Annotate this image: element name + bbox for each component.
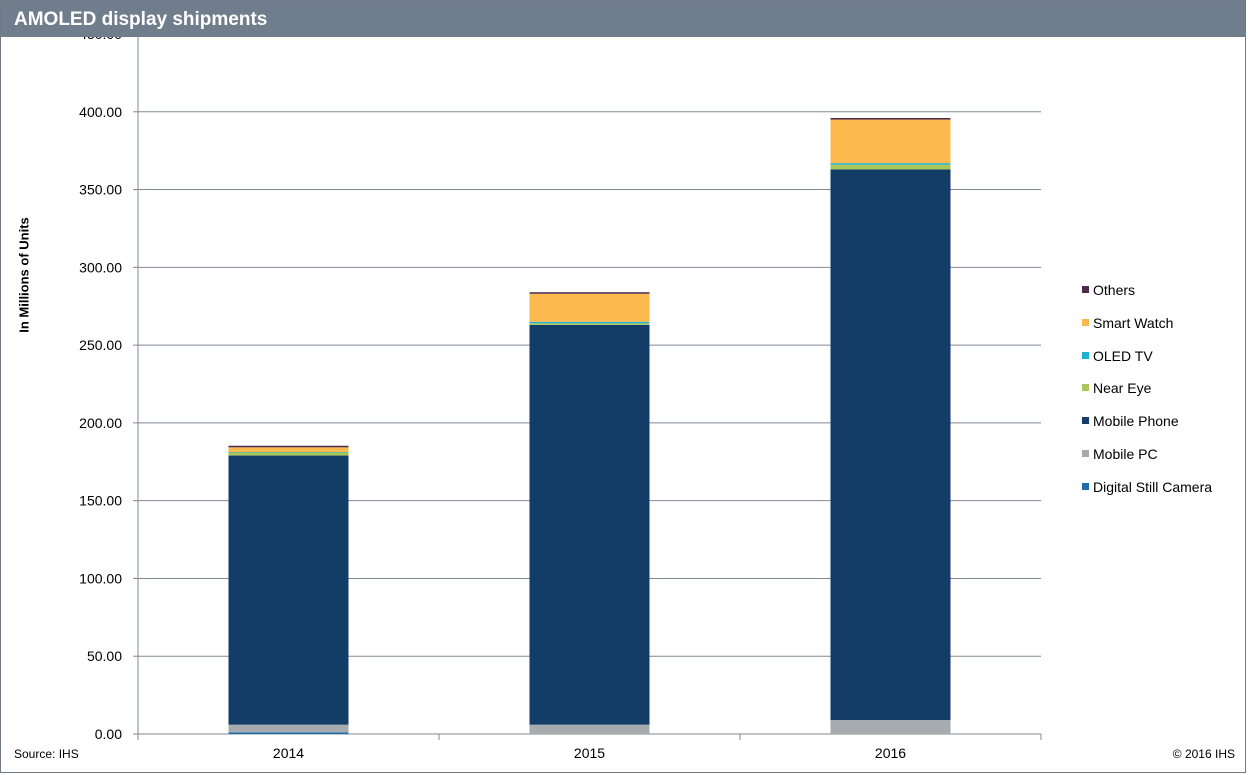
legend-swatch xyxy=(1082,286,1089,293)
legend: Others Smart Watch OLED TV Near Eye Mobile P… xyxy=(1082,282,1242,512)
legend-item: Near Eye xyxy=(1082,380,1242,413)
y-tick-label: 350.00 xyxy=(79,182,122,198)
legend-item: Smart Watch xyxy=(1082,315,1242,348)
legend-swatch xyxy=(1082,482,1089,490)
legend-swatch xyxy=(1082,384,1089,392)
title-bar: AMOLED display shipments xyxy=(1,1,1245,37)
bar-segment xyxy=(529,293,650,322)
bar-segment xyxy=(529,321,650,324)
bar-segment xyxy=(529,324,650,725)
bar-segment xyxy=(228,455,349,725)
bar-segment xyxy=(830,169,951,721)
legend-label: Mobile PC xyxy=(1093,445,1158,462)
bar-segment xyxy=(228,732,349,734)
source-note: Source: IHS xyxy=(14,747,79,761)
bar-segment xyxy=(830,720,951,734)
legend-item: OLED TV xyxy=(1082,348,1242,381)
legend-swatch xyxy=(1082,417,1089,425)
x-tick-label: 2016 xyxy=(875,745,906,761)
bar-segment xyxy=(529,724,650,734)
legend-label: Smart Watch xyxy=(1093,314,1174,331)
bar-segment xyxy=(529,292,650,294)
legend-label: OLED TV xyxy=(1093,347,1153,364)
bar-segment xyxy=(228,445,349,448)
legend-label: Near Eye xyxy=(1093,380,1152,397)
y-tick-label: 150.00 xyxy=(79,493,122,509)
bar-segment xyxy=(830,164,951,170)
legend-item: Mobile PC xyxy=(1082,446,1242,479)
legend-label: Digital Still Camera xyxy=(1093,478,1213,495)
x-tick-label: 2014 xyxy=(273,745,304,761)
bar-segment xyxy=(830,119,951,164)
legend-swatch xyxy=(1082,449,1089,457)
y-tick-label: 200.00 xyxy=(79,415,122,431)
legend-item: Mobile Phone xyxy=(1082,413,1242,446)
bar-segment xyxy=(529,323,650,325)
legend-label: Others xyxy=(1093,282,1136,298)
legend-item: Digital Still Camera xyxy=(1082,479,1242,512)
bar-segment xyxy=(830,163,951,165)
bar-segment xyxy=(830,118,951,120)
bar-segment xyxy=(228,451,349,453)
y-tick-label: 0.00 xyxy=(95,726,122,742)
legend-swatch xyxy=(1082,351,1089,359)
y-tick-label: 300.00 xyxy=(79,259,122,275)
bar-segment xyxy=(228,447,349,452)
chart-title: AMOLED display shipments xyxy=(14,9,268,30)
x-tick-label: 2015 xyxy=(574,745,605,761)
legend-swatch xyxy=(1082,318,1089,326)
y-tick-label: 250.00 xyxy=(79,337,122,353)
copyright-note: © 2016 IHS xyxy=(1172,747,1235,761)
legend-item: Others xyxy=(1082,282,1242,315)
bar-segment xyxy=(228,724,349,733)
legend-label: Mobile Phone xyxy=(1093,413,1179,430)
y-tick-label: 400.00 xyxy=(79,104,122,120)
y-tick-label: 100.00 xyxy=(79,570,122,586)
y-tick-label: 50.00 xyxy=(87,648,122,664)
bar-segment xyxy=(228,452,349,456)
